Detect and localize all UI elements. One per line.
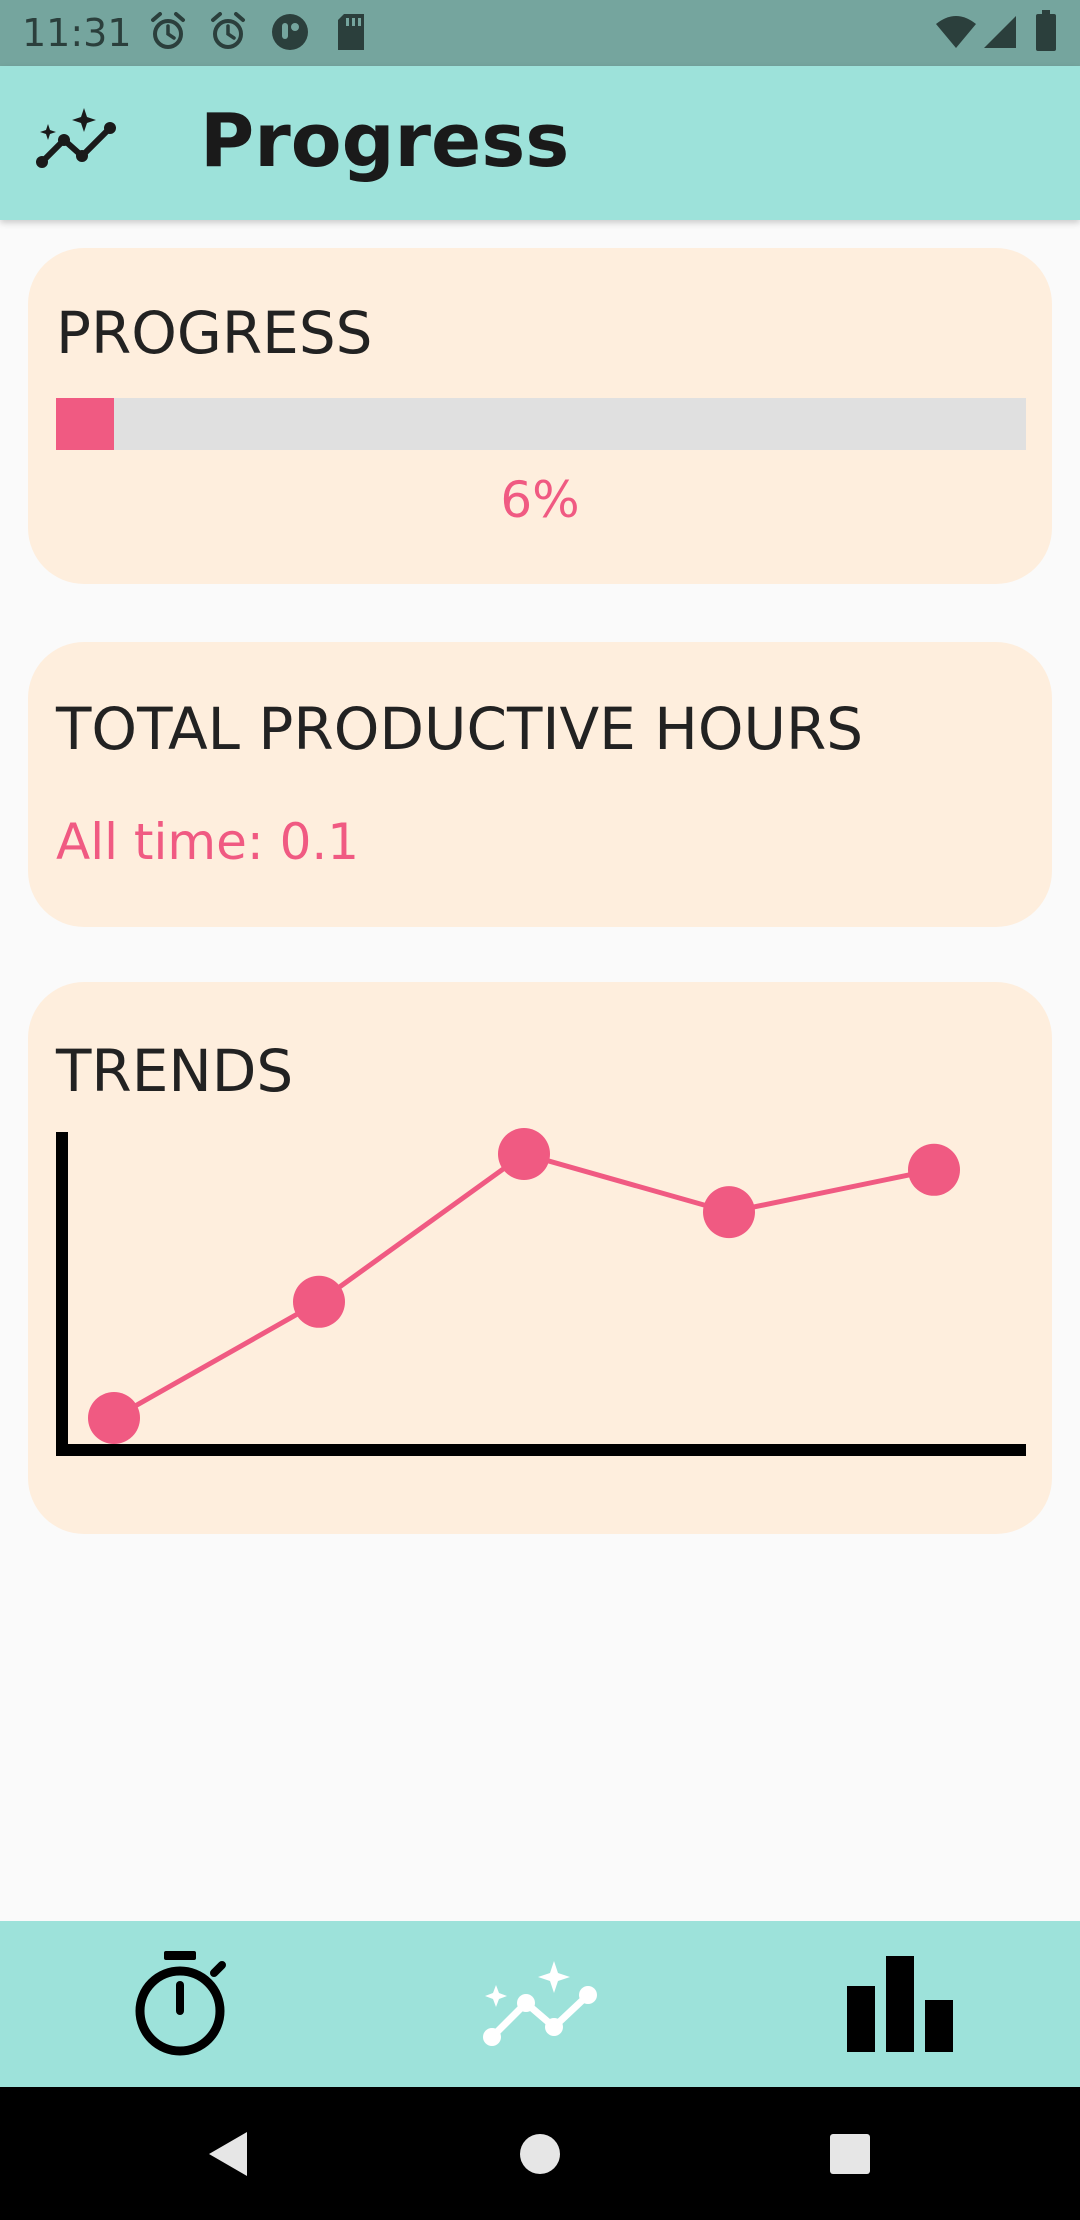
sd-card-icon — [338, 14, 364, 50]
nav-item-statistics[interactable] — [720, 1921, 1080, 2087]
trend-point-1 — [88, 1392, 140, 1444]
progress-bar-fill — [56, 398, 114, 450]
back-icon — [209, 2131, 247, 2176]
alarm-icon — [211, 12, 245, 49]
hours-card-title: TOTAL PRODUCTIVE HOURS — [56, 695, 864, 763]
bottom-navigation — [0, 1921, 1080, 2087]
system-navigation-bar — [0, 2087, 1080, 2220]
trend-point-5 — [908, 1143, 960, 1196]
nav-item-timer[interactable] — [0, 1921, 360, 2087]
progress-percent-label: 6% — [500, 471, 580, 529]
progress-bar — [56, 398, 1026, 450]
system-back-button[interactable] — [127, 2087, 327, 2220]
home-icon — [520, 2133, 560, 2174]
trends-card-title: TRENDS — [56, 1037, 294, 1105]
wifi-icon — [936, 16, 976, 48]
bar-chart-icon — [847, 1956, 953, 2052]
app-notification-icon — [272, 14, 308, 50]
all-time-hours: All time: 0.1 — [56, 813, 360, 871]
trend-line — [112, 1151, 935, 1421]
trend-point-4 — [703, 1186, 755, 1239]
progress-card-title: PROGRESS — [56, 299, 373, 367]
trends-chart — [56, 1128, 1026, 1456]
trend-point-3 — [498, 1128, 550, 1180]
alarm-icon — [151, 12, 185, 49]
system-recents-button[interactable] — [750, 2087, 950, 2220]
progress-card: PROGRESS 6% — [28, 248, 1052, 584]
app-bar: Progress — [0, 66, 1080, 220]
system-home-button[interactable] — [440, 2087, 640, 2220]
battery-icon — [1036, 10, 1056, 51]
nav-item-progress[interactable] — [360, 1921, 720, 2087]
trends-card: TRENDS — [28, 982, 1052, 1534]
page-title: Progress — [200, 98, 570, 184]
insights-icon — [36, 108, 116, 168]
trend-point-2 — [293, 1275, 345, 1328]
cell-signal-icon — [984, 16, 1016, 48]
insights-icon — [483, 1961, 597, 2046]
hours-card: TOTAL PRODUCTIVE HOURS All time: 0.1 — [28, 642, 1052, 927]
recents-icon — [830, 2133, 870, 2174]
status-bar: 11:31 — [0, 0, 1080, 66]
timer-icon — [135, 1951, 226, 2056]
status-time: 11:31 — [22, 11, 132, 55]
